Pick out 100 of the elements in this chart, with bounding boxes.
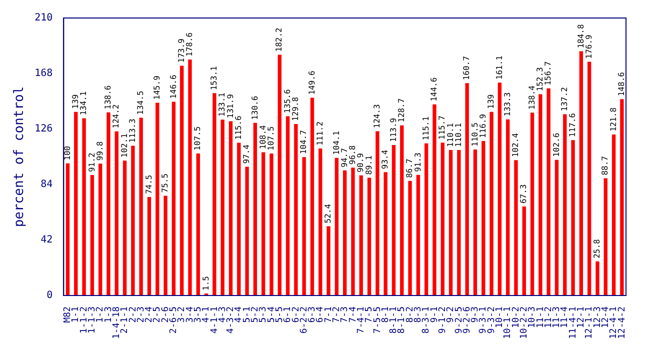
data-label: 100 bbox=[62, 146, 72, 160]
bar bbox=[620, 99, 624, 296]
bar bbox=[188, 59, 192, 296]
data-label: 89.1 bbox=[364, 155, 374, 175]
data-label: 129.8 bbox=[291, 96, 300, 121]
data-label: 96.8 bbox=[348, 145, 358, 165]
data-label: 178.6 bbox=[185, 32, 194, 56]
y-axis-title: percent of control bbox=[12, 86, 28, 228]
data-label: 107.5 bbox=[193, 126, 202, 150]
bar bbox=[74, 112, 78, 296]
data-label: 108.4 bbox=[258, 124, 268, 150]
data-label: 124.2 bbox=[112, 104, 121, 128]
bar bbox=[245, 166, 249, 296]
data-label: 111.2 bbox=[315, 121, 324, 146]
data-label: 67.3 bbox=[519, 184, 528, 204]
bar bbox=[172, 102, 176, 296]
bar bbox=[482, 141, 486, 296]
bar bbox=[196, 153, 200, 296]
bar bbox=[122, 160, 127, 296]
y-tick-label: 168 bbox=[34, 68, 53, 80]
x-tick-label: 7-4-1 bbox=[356, 306, 366, 334]
bar bbox=[514, 160, 518, 296]
data-label: 1.5 bbox=[201, 276, 210, 291]
bar bbox=[310, 98, 314, 296]
bar bbox=[400, 125, 404, 296]
data-label: 133.3 bbox=[502, 92, 512, 116]
x-tick-label: 7-3 bbox=[340, 306, 350, 323]
data-label: 139 bbox=[486, 94, 496, 109]
bar bbox=[367, 178, 372, 296]
data-label: 146.6 bbox=[168, 74, 178, 99]
x-tick-label: 8-1 bbox=[380, 306, 391, 323]
bar bbox=[424, 143, 428, 296]
data-label: 115.7 bbox=[438, 115, 447, 140]
x-tick-label: 7-4 bbox=[348, 306, 358, 323]
bar bbox=[498, 82, 502, 296]
data-label: 107.5 bbox=[266, 126, 276, 150]
data-label: 102.4 bbox=[511, 132, 520, 158]
data-label: 134.1 bbox=[79, 91, 88, 116]
bar bbox=[538, 94, 542, 296]
x-tick-label: 6-4 bbox=[316, 306, 326, 323]
bar bbox=[571, 140, 575, 296]
bar bbox=[612, 134, 616, 296]
bar bbox=[546, 88, 550, 296]
bar bbox=[359, 175, 363, 296]
bar bbox=[530, 112, 534, 296]
bar bbox=[114, 131, 118, 296]
data-label: 75.5 bbox=[160, 173, 170, 193]
bar bbox=[139, 118, 143, 296]
data-label: 115.6 bbox=[234, 115, 243, 140]
bar bbox=[522, 206, 526, 296]
bar bbox=[334, 158, 339, 296]
data-label: 134.5 bbox=[136, 90, 146, 115]
data-label: 99.8 bbox=[95, 141, 104, 161]
bar bbox=[294, 124, 298, 296]
data-label: 138.6 bbox=[104, 85, 113, 110]
data-label: 161.1 bbox=[494, 55, 504, 80]
data-label: 128.7 bbox=[396, 98, 406, 122]
x-tick-label: 3-5 bbox=[193, 306, 204, 323]
bar bbox=[253, 122, 258, 296]
bar bbox=[596, 261, 600, 296]
bar bbox=[465, 83, 469, 296]
bar bbox=[408, 180, 412, 296]
bar bbox=[66, 163, 70, 296]
bar bbox=[326, 226, 330, 296]
data-label: 102.1 bbox=[120, 133, 129, 158]
bar bbox=[604, 178, 608, 296]
data-label: 52.4 bbox=[324, 204, 333, 224]
x-tick-label: 4-1 bbox=[202, 306, 212, 323]
data-label: 74.5 bbox=[144, 174, 154, 194]
data-label: 117.6 bbox=[568, 112, 578, 138]
bar bbox=[587, 62, 592, 296]
bar bbox=[180, 66, 184, 296]
bar bbox=[392, 144, 396, 296]
data-label: 97.4 bbox=[242, 144, 252, 164]
data-label: 153.1 bbox=[210, 66, 219, 90]
data-label: 110.5 bbox=[470, 122, 480, 146]
data-label: 145.9 bbox=[152, 75, 162, 100]
bar bbox=[131, 146, 135, 296]
bar bbox=[106, 112, 110, 296]
data-label: 115.1 bbox=[421, 116, 430, 140]
y-tick-label: 42 bbox=[40, 234, 53, 246]
data-label: 104.1 bbox=[332, 130, 341, 155]
bar bbox=[302, 157, 306, 296]
data-label: 110.1 bbox=[454, 122, 464, 148]
bar bbox=[506, 119, 510, 296]
bar bbox=[448, 150, 453, 296]
data-label: 124.3 bbox=[372, 104, 382, 128]
data-label: 94.7 bbox=[340, 148, 349, 168]
bar bbox=[228, 121, 233, 296]
bar bbox=[376, 131, 380, 296]
data-label: 149.6 bbox=[307, 70, 316, 95]
data-label: 135.6 bbox=[282, 89, 292, 114]
bar bbox=[82, 118, 86, 296]
data-label: 113.9 bbox=[388, 118, 398, 142]
x-tick-label: 10-3 bbox=[528, 306, 538, 328]
x-tick-label: 12-4-2 bbox=[617, 306, 628, 340]
data-label: 152.3 bbox=[536, 66, 545, 92]
bar bbox=[563, 114, 567, 296]
data-label: 116.9 bbox=[478, 114, 488, 138]
x-tick-label: 7-5 bbox=[364, 306, 375, 323]
